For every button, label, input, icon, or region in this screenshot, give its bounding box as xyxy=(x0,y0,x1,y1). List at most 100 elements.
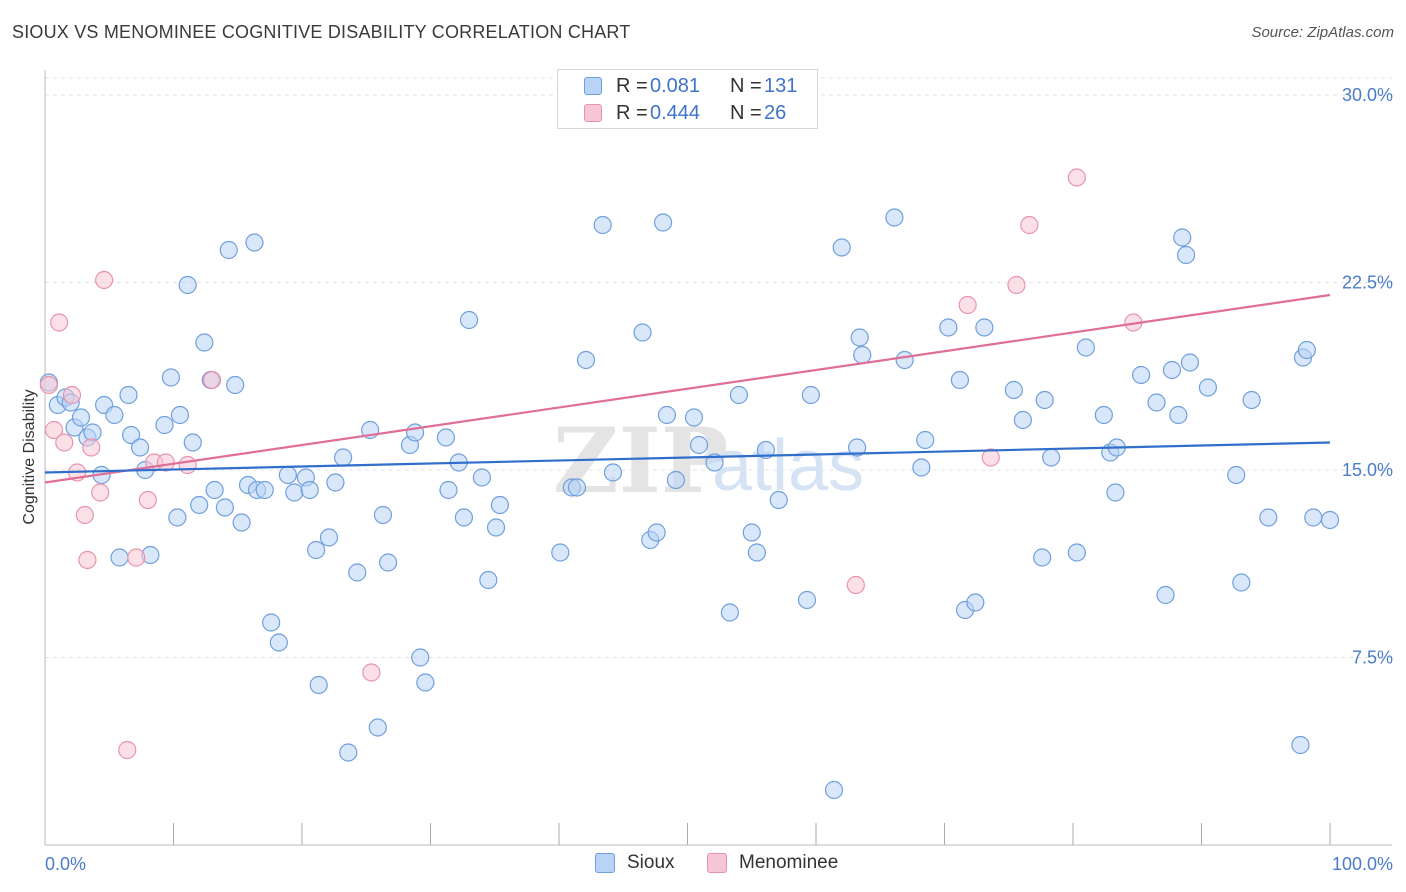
sioux-point xyxy=(720,603,740,622)
menominee-point xyxy=(39,375,58,395)
sioux-point xyxy=(653,213,673,232)
stats-legend: R = 0.081 N = 131 R = 0.444 N = 26 xyxy=(557,69,818,129)
sioux-point xyxy=(1106,483,1125,502)
sioux-point xyxy=(278,465,297,485)
sioux-point xyxy=(416,673,435,692)
sioux-point xyxy=(368,718,387,737)
sioux-point xyxy=(161,368,181,387)
sioux-point xyxy=(1042,448,1061,467)
sioux-point xyxy=(853,345,872,365)
menominee-point xyxy=(44,420,64,440)
menominee-point xyxy=(50,313,69,332)
menominee-point xyxy=(78,550,97,570)
y-tick-label: 22.5% xyxy=(1342,273,1393,293)
sioux-point xyxy=(824,780,844,800)
x-tick-label: 100.0% xyxy=(1332,854,1393,874)
sioux-point xyxy=(603,463,623,482)
sioux-point xyxy=(593,215,612,235)
sioux-point xyxy=(195,333,214,352)
sioux-point xyxy=(1035,390,1054,410)
sioux-point xyxy=(1067,543,1086,562)
sioux-swatch xyxy=(595,853,615,873)
sioux-point xyxy=(742,523,761,542)
menominee-point xyxy=(138,490,157,510)
sioux-point xyxy=(769,490,788,510)
menominee-point xyxy=(82,438,101,457)
menominee-point xyxy=(1067,168,1086,187)
sioux-point xyxy=(684,408,704,427)
n-value: 131 xyxy=(764,75,798,97)
sioux-point xyxy=(105,405,124,425)
sioux-point xyxy=(647,523,666,542)
sioux-point xyxy=(71,408,91,427)
menominee-point xyxy=(127,548,146,567)
tick-labels: 7.5% 15.0% 22.5% 30.0% 0.0% 100.0% xyxy=(45,85,1393,874)
axes xyxy=(44,70,1392,846)
sioux-point xyxy=(885,208,904,227)
menominee-point xyxy=(95,270,114,290)
r-label: R = xyxy=(616,75,648,97)
sioux-point xyxy=(269,633,288,652)
sioux-point xyxy=(262,613,281,632)
menominee-point xyxy=(1020,215,1039,235)
sioux-point xyxy=(801,385,820,405)
sioux-point xyxy=(756,440,775,460)
sioux-point xyxy=(215,498,234,517)
sioux-point xyxy=(1291,735,1310,755)
sioux-point xyxy=(916,430,935,450)
sioux-point xyxy=(1232,573,1251,592)
menominee-point xyxy=(178,455,197,475)
sioux-point xyxy=(1033,548,1052,567)
sioux-point xyxy=(1147,393,1166,412)
sioux-point xyxy=(848,438,867,457)
sioux-point xyxy=(1180,353,1200,372)
sioux-point xyxy=(459,310,479,330)
sioux-point xyxy=(339,743,358,762)
sioux-point xyxy=(832,238,851,257)
sioux-point xyxy=(1320,510,1340,530)
trend-lines xyxy=(44,293,1331,484)
sioux-point xyxy=(110,548,129,567)
sioux-point xyxy=(950,370,970,390)
x-tick-label: 0.0% xyxy=(45,854,86,874)
menominee-trend-line xyxy=(44,293,1331,484)
y-tick-label: 7.5% xyxy=(1352,648,1393,668)
sioux-point xyxy=(1156,585,1175,605)
sioux-point xyxy=(190,495,209,515)
r-value: 0.081 xyxy=(650,75,701,97)
sioux-point xyxy=(1173,228,1192,247)
legend-label: Menominee xyxy=(739,852,839,873)
sioux-point xyxy=(439,480,458,500)
menominee-point xyxy=(55,433,74,452)
sioux-point xyxy=(666,470,686,490)
sioux-point xyxy=(479,570,498,590)
r-value: 0.444 xyxy=(650,102,701,124)
sioux-point xyxy=(797,590,817,610)
sioux-point xyxy=(436,428,456,447)
menominee-points xyxy=(39,168,1143,760)
sioux-point xyxy=(1094,405,1113,425)
menominee-point xyxy=(981,448,1000,467)
sioux-points xyxy=(39,208,1340,800)
menominee-point xyxy=(362,663,381,682)
sioux-point xyxy=(178,275,197,295)
sioux-point xyxy=(747,543,766,562)
sioux-point xyxy=(245,233,264,252)
y-tick-label: 15.0% xyxy=(1342,460,1393,480)
sioux-point xyxy=(1242,390,1261,410)
sioux-point xyxy=(1198,378,1218,397)
n-label: N = xyxy=(730,75,762,97)
sioux-point xyxy=(155,415,174,435)
sioux-point xyxy=(1304,508,1323,527)
y-axis-label: Cognitive Disability xyxy=(21,389,38,524)
chart-title: SIOUX VS MENOMINEE COGNITIVE DISABILITY … xyxy=(12,22,631,42)
menominee-point xyxy=(62,385,82,405)
menominee-swatch xyxy=(707,853,727,873)
sioux-point xyxy=(334,448,353,467)
sioux-point xyxy=(285,483,304,502)
sioux-point xyxy=(633,323,652,342)
sioux-point xyxy=(83,423,102,442)
sioux-point xyxy=(486,518,506,537)
sioux-point xyxy=(454,508,474,527)
